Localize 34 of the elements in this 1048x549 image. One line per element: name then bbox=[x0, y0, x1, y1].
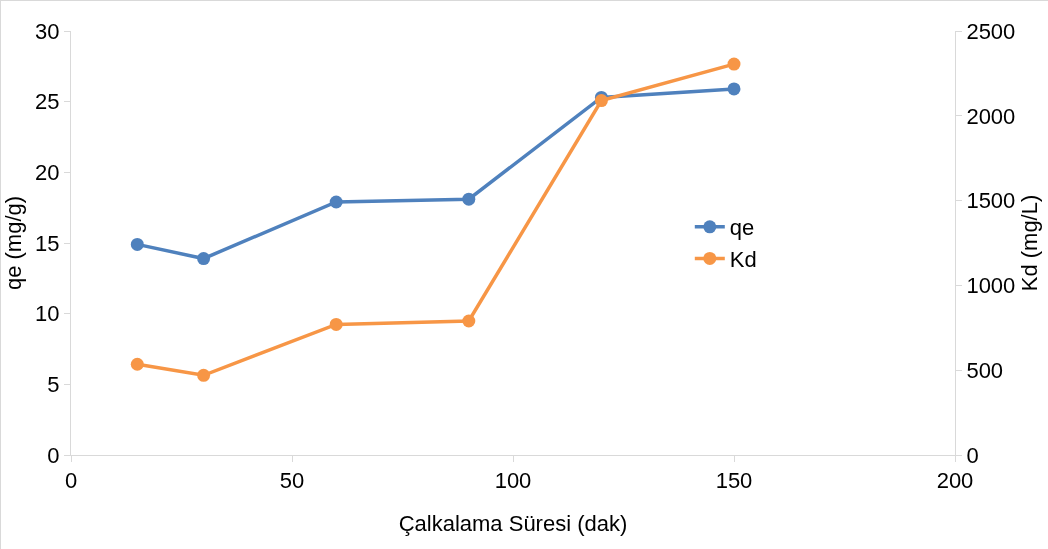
y2-tick-label: 500 bbox=[966, 357, 1004, 383]
point bbox=[462, 192, 476, 206]
point bbox=[130, 357, 144, 371]
x-axis-title: Çalkalama Süresi (dak) bbox=[398, 511, 628, 536]
point bbox=[462, 314, 476, 328]
legend-label: qe bbox=[729, 215, 755, 241]
x-tick-label: 150 bbox=[715, 468, 753, 494]
y2-tick-label: 1000 bbox=[966, 273, 1016, 299]
x-tick-label: 200 bbox=[936, 468, 974, 494]
y-tick-label: 20 bbox=[35, 160, 60, 186]
y-tick-label: 15 bbox=[35, 230, 60, 256]
y2-axis-title: Kd (mg/L) bbox=[1017, 194, 1043, 292]
x-tick-label: 50 bbox=[279, 468, 305, 494]
point bbox=[727, 82, 741, 96]
point bbox=[329, 195, 343, 209]
y-axis-title: qe (mg/g) bbox=[1, 195, 26, 291]
point bbox=[727, 57, 741, 71]
y-tick-label: 10 bbox=[35, 301, 60, 327]
point bbox=[329, 317, 343, 331]
y2-tick-label: 2000 bbox=[966, 103, 1016, 129]
y-tick-label: 5 bbox=[47, 372, 60, 398]
y-tick-label: 0 bbox=[47, 442, 60, 468]
x-tick-label: 0 bbox=[64, 468, 78, 494]
point bbox=[594, 94, 608, 108]
point bbox=[197, 252, 211, 266]
y2-tick-label: 2500 bbox=[966, 18, 1016, 44]
x-tick-label: 100 bbox=[494, 468, 532, 494]
point bbox=[130, 237, 144, 251]
y-tick-label: 25 bbox=[35, 89, 60, 115]
y2-tick-label: 0 bbox=[966, 442, 979, 468]
y2-tick-label: 1500 bbox=[966, 188, 1016, 214]
y-tick-label: 30 bbox=[35, 18, 60, 44]
legend-label: Kd bbox=[729, 246, 757, 272]
point bbox=[197, 368, 211, 382]
